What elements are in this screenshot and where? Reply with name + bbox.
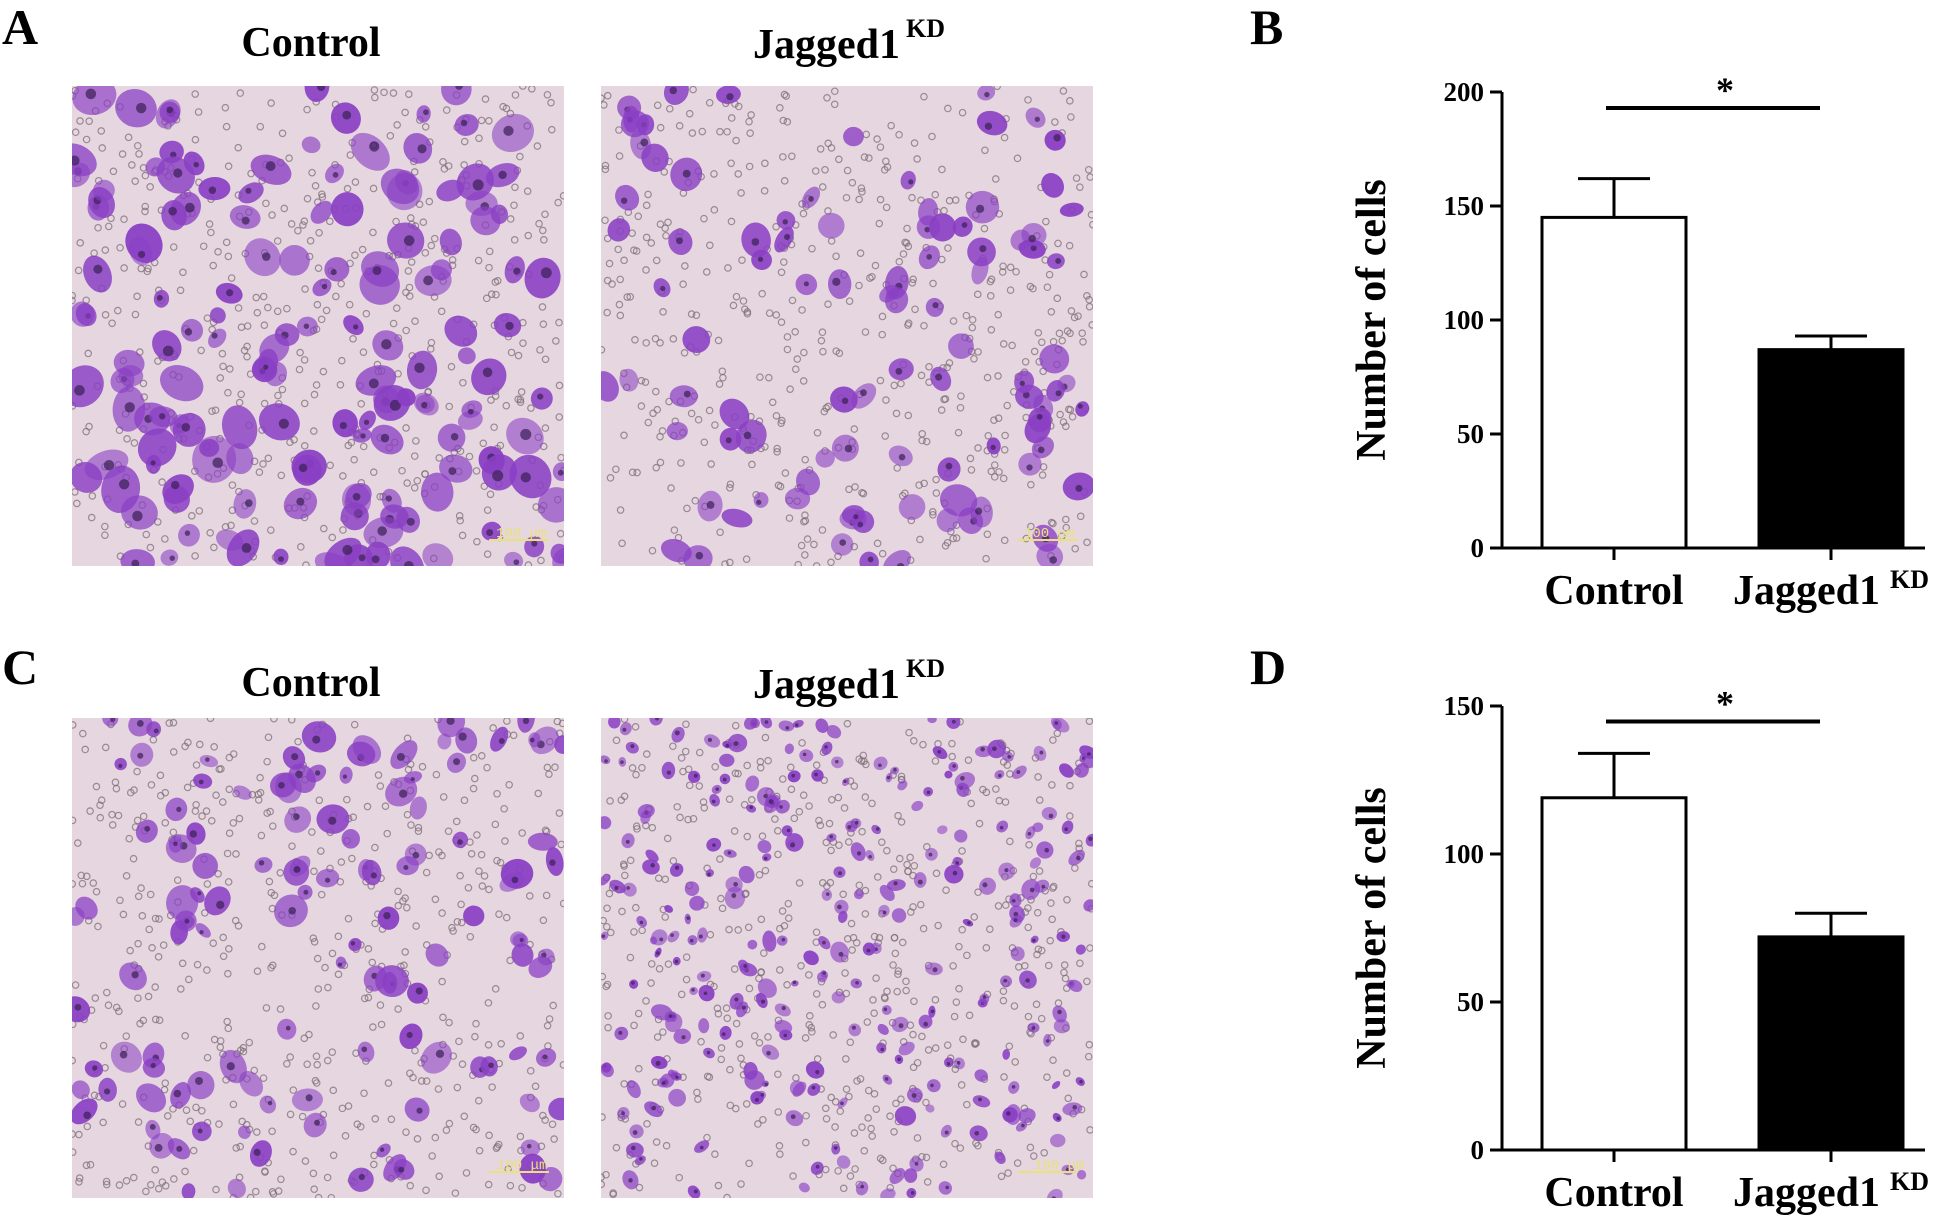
panel-letter-c: C: [2, 639, 39, 695]
panel-letter-b: B: [1250, 0, 1284, 55]
panel-c-kd-title-main: Jagged1: [753, 662, 900, 708]
micrograph-texture: [72, 86, 564, 566]
micrograph-texture: [601, 718, 1093, 1198]
significance-marker: *: [1716, 684, 1734, 724]
y-tick-label: 150: [1444, 191, 1485, 221]
x-category-label: Jagged1 KD: [1733, 565, 1929, 614]
y-tick-label: 0: [1471, 533, 1485, 563]
bar: [1757, 935, 1905, 1152]
scale-bar-c-kd: 100 μm: [1034, 1158, 1085, 1174]
panel-a-kd-title-main: Jagged1: [753, 22, 900, 68]
panel-a-control-title: Control: [66, 22, 556, 64]
panel-c-control-title-text: Control: [241, 660, 381, 706]
panel-letter-d: D: [1250, 639, 1287, 695]
panel-c-kd-title: Jagged1 KD: [604, 656, 1094, 708]
panel-a-kd-title: Jagged1 KD: [604, 16, 1094, 68]
panel-a-control-title-text: Control: [241, 20, 381, 66]
panel-c-control-title: Control: [66, 662, 556, 704]
bar: [1540, 215, 1688, 550]
y-tick-label: 150: [1444, 691, 1485, 721]
x-category-label: Jagged1 KD: [1733, 1167, 1929, 1216]
scale-bar-a-kd: 100 μm: [1024, 526, 1075, 542]
x-category-label: Control: [1544, 568, 1683, 614]
micrograph-texture: [601, 86, 1093, 566]
y-tick-label: 200: [1444, 77, 1485, 107]
bar-chart-b: 0 50 100 150 200 Number of cells Control Jagged…: [1349, 70, 1929, 614]
y-axis-label: Number of cells: [1349, 179, 1395, 461]
micrograph-c-kd: [601, 718, 1093, 1198]
x-category-label: Control: [1544, 1170, 1683, 1216]
micrograph-a-control: [72, 86, 564, 566]
y-tick-label: 50: [1457, 987, 1484, 1017]
significance-marker: *: [1716, 70, 1734, 110]
y-tick-label: 100: [1444, 839, 1485, 869]
bar: [1757, 348, 1905, 550]
micrograph-c-control: [72, 718, 564, 1198]
panel-c-kd-title-sup: KD: [906, 654, 945, 683]
bar: [1540, 796, 1688, 1152]
y-tick-label: 50: [1457, 419, 1484, 449]
panel-letter-a: A: [2, 0, 39, 55]
y-axis-label: Number of cells: [1349, 787, 1395, 1069]
micrograph-texture: [72, 718, 564, 1198]
scale-bar-a-control: 100 μm: [496, 526, 547, 542]
panel-a-kd-title-sup: KD: [906, 14, 945, 43]
y-tick-label: 0: [1471, 1135, 1485, 1165]
y-tick-label: 100: [1444, 305, 1485, 335]
scale-bar-c-control: 100 μm: [497, 1158, 548, 1174]
micrograph-a-kd: [601, 86, 1093, 566]
